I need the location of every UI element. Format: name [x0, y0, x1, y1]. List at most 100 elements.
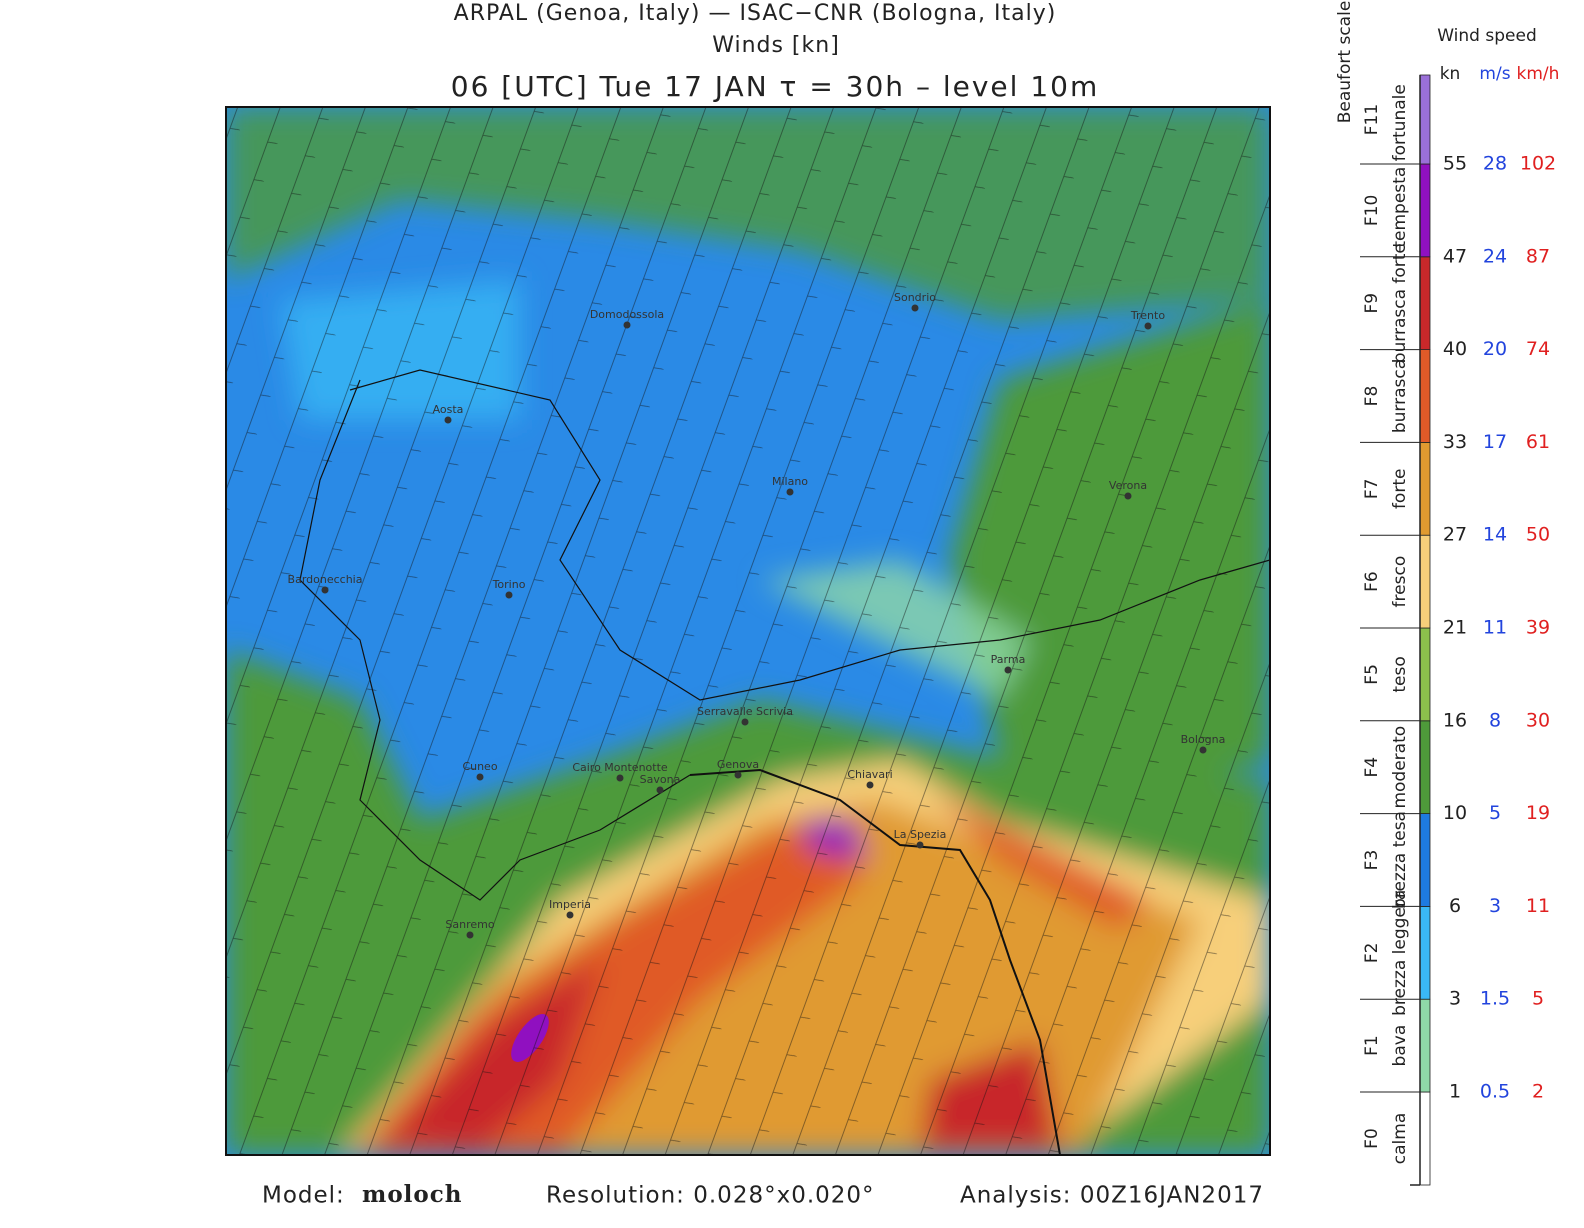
- force-label: F2: [1362, 942, 1382, 963]
- footer-model: moloch: [362, 1181, 462, 1208]
- city-label: Torino: [492, 578, 526, 591]
- ms-label: 28: [1483, 153, 1507, 175]
- color-band: [1419, 720, 1431, 814]
- kn-label: 1: [1449, 1081, 1461, 1103]
- ms-label: 5: [1489, 802, 1501, 824]
- kmh-label: 39: [1526, 617, 1550, 639]
- map-frame: [225, 106, 1271, 1156]
- footer-label: Model:: [262, 1183, 345, 1209]
- city-label: Imperia: [549, 898, 591, 911]
- force-label: F11: [1362, 104, 1382, 135]
- city-dot: [444, 416, 452, 424]
- title-line: 06 [UTC] Tue 17 JAN τ = 30h – level 10m: [451, 70, 1100, 103]
- city-label: Chiavari: [847, 768, 892, 781]
- kn-label: 33: [1443, 431, 1467, 453]
- force-name: calma: [1390, 1113, 1410, 1164]
- ms-label: 20: [1483, 338, 1507, 360]
- kmh-label: 50: [1526, 524, 1550, 546]
- ms-label: 8: [1489, 709, 1501, 731]
- city-label: Bologna: [1181, 733, 1226, 746]
- kmh-label: 102: [1520, 153, 1556, 175]
- kn-label: 6: [1449, 895, 1461, 917]
- kmh-label: 87: [1526, 245, 1550, 267]
- ms-label: 24: [1483, 245, 1507, 267]
- footer-resolution: Resolution: 0.028°x0.020°: [546, 1183, 875, 1209]
- city-dot: [734, 771, 742, 779]
- kmh-label: 2: [1532, 1081, 1544, 1103]
- city-label: Aosta: [433, 403, 464, 416]
- city-label: Savona: [640, 773, 681, 786]
- city-label: Parma: [991, 653, 1026, 666]
- city-dot: [616, 774, 624, 782]
- ms-label: 17: [1483, 431, 1507, 453]
- color-band: [1419, 906, 1431, 1000]
- kn-label: 55: [1443, 153, 1467, 175]
- color-band: [1419, 627, 1431, 722]
- force-name: teso: [1390, 656, 1410, 692]
- force-name: bava: [1390, 1025, 1410, 1067]
- force-name: brezza tesa: [1390, 811, 1410, 909]
- force-name: tempesta fortunale: [1390, 84, 1410, 247]
- color-band: [1419, 998, 1431, 1093]
- kmh-label: 61: [1526, 431, 1550, 453]
- ms-label: 11: [1483, 617, 1507, 639]
- beaufort-title: Beaufort scale: [1335, 1, 1355, 124]
- unit-label: km/h: [1517, 64, 1560, 84]
- city-label: Verona: [1109, 479, 1147, 492]
- force-label: F9: [1362, 293, 1382, 314]
- city-label: Bardonecchia: [288, 573, 363, 586]
- city-dot: [466, 931, 474, 939]
- city-dot: [476, 773, 484, 781]
- color-band: [1419, 441, 1431, 536]
- title-line: ARPAL (Genoa, Italy) — ISAC−CNR (Bologna…: [454, 1, 1057, 26]
- city-dot: [623, 321, 631, 329]
- city-dot: [866, 781, 874, 789]
- kn-label: 10: [1443, 802, 1467, 824]
- city-label: Cairo Montenotte: [572, 761, 668, 774]
- ms-label: 14: [1483, 524, 1507, 546]
- city-dot: [1004, 666, 1012, 674]
- city-dot: [505, 591, 513, 599]
- color-band: [1419, 74, 1431, 165]
- unit-label: m/s: [1479, 64, 1510, 84]
- city-dot: [911, 304, 919, 312]
- force-label: F6: [1362, 571, 1382, 592]
- force-name: fresco: [1390, 556, 1410, 608]
- legend: 1 0.5 2 3 1.5 5 6 3 11 10 5 19 16 8 30 21 11 39 27 14 50 33 17…: [1335, 1, 1560, 1186]
- title-line: Winds [kn]: [712, 33, 840, 58]
- city-label: Sondrio: [894, 291, 936, 304]
- city-label: La Spezia: [894, 828, 947, 841]
- color-band: [1419, 813, 1431, 907]
- color-band: [1419, 349, 1431, 443]
- kmh-label: 19: [1526, 802, 1550, 824]
- city-dot: [786, 488, 794, 496]
- kn-label: 27: [1443, 524, 1467, 546]
- city-label: Milano: [772, 475, 808, 488]
- city-label: Cuneo: [462, 760, 497, 773]
- force-label: F8: [1362, 386, 1382, 407]
- city-dot: [741, 718, 749, 726]
- city-label: Domodossola: [590, 308, 664, 321]
- kmh-label: 74: [1526, 338, 1550, 360]
- kn-label: 47: [1443, 245, 1467, 267]
- wind-field: [226, 107, 1270, 1155]
- ms-label: 0.5: [1480, 1081, 1510, 1103]
- force-name: brezza leggera: [1390, 890, 1410, 1016]
- kn-label: 3: [1449, 988, 1461, 1010]
- force-name: burrasca forte: [1390, 243, 1410, 363]
- city-labels: Domodossola Sondrio Trento Aosta Milano Veron…: [288, 291, 1226, 939]
- city-dot: [1144, 322, 1152, 330]
- force-label: F7: [1362, 478, 1382, 499]
- force-label: F1: [1362, 1035, 1382, 1056]
- color-band: [1419, 256, 1431, 350]
- kn-label: 16: [1443, 709, 1467, 731]
- speed-title: Wind speed: [1437, 26, 1537, 46]
- force-name: burrasca: [1390, 359, 1410, 433]
- kmh-label: 30: [1526, 709, 1550, 731]
- color-band: [1419, 534, 1431, 629]
- color-band: [1419, 1091, 1431, 1186]
- kn-label: 40: [1443, 338, 1467, 360]
- city-dot: [1124, 492, 1132, 500]
